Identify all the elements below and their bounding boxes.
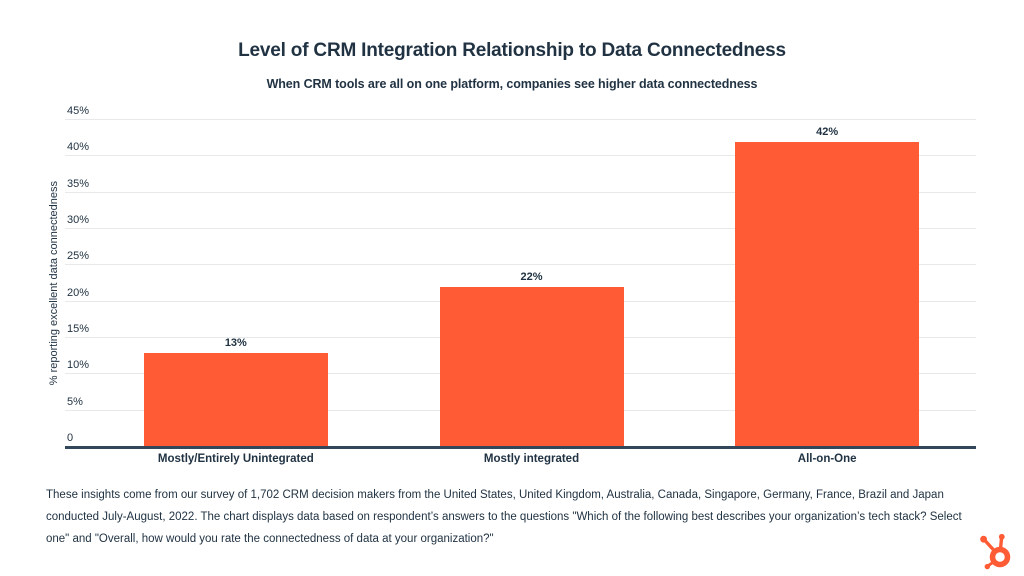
bar-slot: 42% [679, 120, 975, 447]
chart-subtitle: When CRM tools are all on one platform, … [266, 77, 758, 91]
y-tick-label: 0 [67, 432, 74, 444]
x-category-label: Mostly/Entirely Unintegrated [157, 453, 314, 465]
bar [735, 141, 920, 447]
bar [143, 352, 328, 447]
bar-value-label: 22% [520, 271, 543, 284]
y-tick-label: 45% [67, 105, 90, 117]
hubspot-logo-icon [980, 533, 1011, 570]
y-tick-label: 35% [67, 177, 90, 190]
y-tick-label: 20% [67, 286, 90, 299]
y-tick-label: 10% [67, 359, 90, 372]
gridline [65, 228, 976, 229]
y-axis-title: % reporting excellent data connectedness [46, 120, 62, 447]
bar-value-label: 42% [816, 125, 839, 138]
y-tick-label: 25% [67, 250, 90, 263]
gridline [65, 264, 976, 266]
y-tick-label: 5% [67, 395, 83, 408]
x-category-label: Mostly integrated [483, 453, 580, 465]
gridline [65, 119, 976, 120]
chart-title: Level of CRM Integration Relationship to… [238, 40, 786, 61]
bar-value-label: 13% [224, 336, 247, 349]
x-axis-line [65, 446, 976, 449]
footer-note: These insights come from our survey of 1… [46, 489, 962, 545]
x-category-label: All-on-One [797, 453, 857, 465]
bar-slot: 13% [88, 120, 384, 447]
y-tick-label: 30% [67, 214, 90, 227]
bar-slot: 22% [384, 120, 680, 447]
x-labels-row: Mostly/Entirely Unintegrated Mostly integ… [88, 453, 975, 465]
y-tick-labels: 45% 40% 35% 30% 25% 20% 15% 10% 5% 0 [67, 106, 127, 447]
gridline [65, 191, 976, 193]
bars-row: 13% 22% 42% [88, 120, 975, 447]
y-axis-title-text: % reporting excellent data connectedness [48, 181, 60, 386]
y-tick-label: 15% [67, 323, 90, 336]
gridline [65, 155, 976, 157]
bar [439, 287, 624, 447]
y-tick-label: 40% [67, 141, 90, 154]
